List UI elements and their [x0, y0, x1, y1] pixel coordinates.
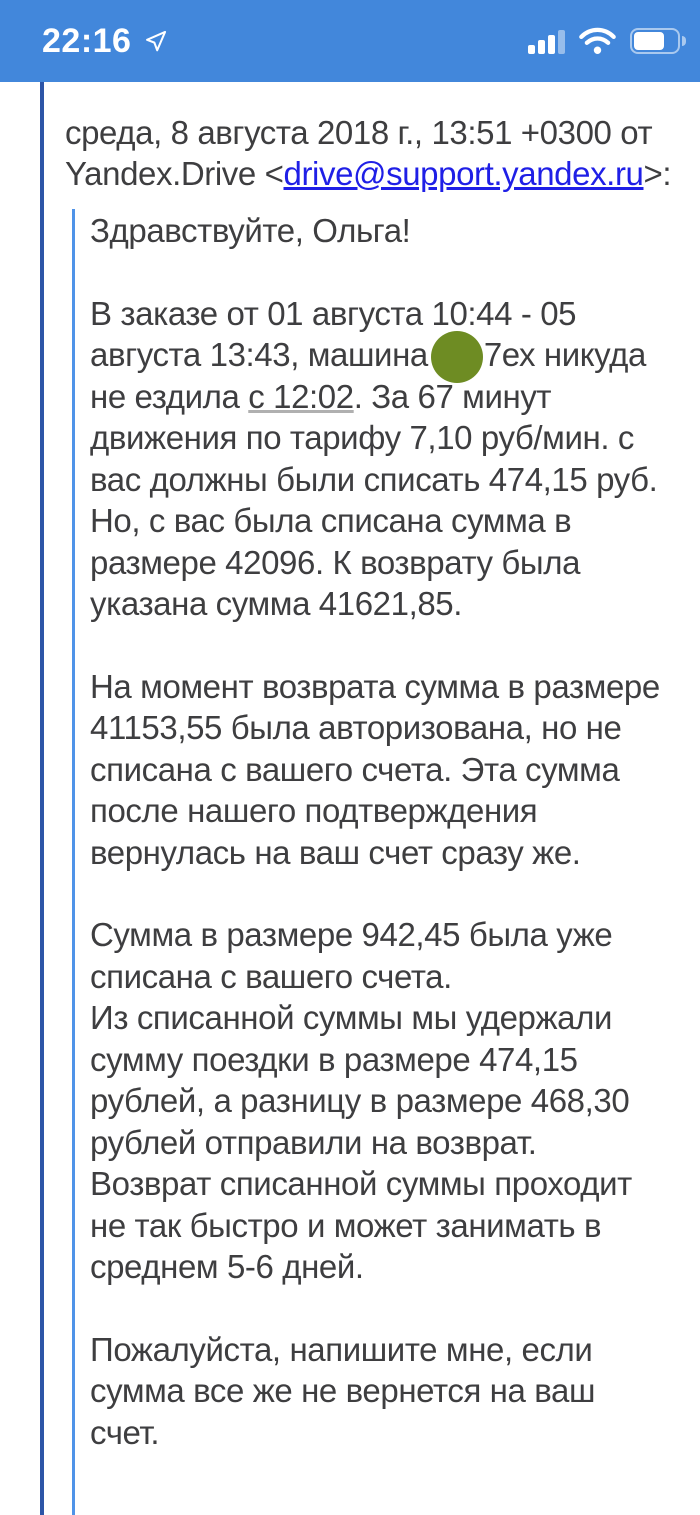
please-write-paragraph: Пожалуйста, напишите мне, если сумма все…	[90, 1330, 596, 1451]
cellular-signal-icon	[528, 29, 565, 54]
order-text-before-blob: В заказе от 01 августа 10:44 - 05 август…	[90, 294, 577, 374]
quote-attribution-prefix: среда, 8 августа 2018 г., 13:51 +0300 от…	[65, 114, 653, 192]
signature-separator: --	[90, 1496, 112, 1515]
outer-quote: среда, 8 августа 2018 г., 13:51 +0300 от…	[40, 82, 700, 1515]
battery-icon	[630, 28, 686, 54]
status-time: 22:16	[42, 21, 132, 60]
email-body: среда, 8 августа 2018 г., 13:51 +0300 от…	[0, 82, 700, 1515]
wifi-icon	[579, 27, 616, 54]
time-detected-link[interactable]: с 12:02	[248, 377, 354, 415]
charged-sum-line2: Из списанной суммы мы удержали сумму пое…	[90, 999, 632, 1285]
status-bar: 22:16	[0, 0, 700, 82]
charged-sum-paragraph: Сумма в размере 942,45 была уже списана …	[90, 914, 664, 1288]
battery-level	[634, 32, 665, 50]
censored-plate-blob	[430, 331, 483, 384]
order-text-rest: . За 67 минут движения по тарифу 7,10 ру…	[90, 377, 658, 623]
location-arrow-icon	[146, 30, 167, 51]
status-bar-left: 22:16	[42, 22, 169, 61]
quote-attribution-suffix: >:	[643, 155, 672, 192]
order-text-after-blob: 7ех никуда не ездила	[90, 336, 646, 415]
greeting-text: Здравствуйте, Ольга!	[90, 212, 411, 249]
inner-quote: Здравствуйте, Ольга! В заказе от 01 авгу…	[72, 209, 692, 1515]
quote-attribution: среда, 8 августа 2018 г., 13:51 +0300 от…	[65, 112, 692, 194]
signature-block: --Просим Вас высказать свое мнение о	[90, 1494, 664, 1515]
email-address-link[interactable]: drive@support.yandex.ru	[283, 155, 644, 192]
order-paragraph: В заказе от 01 августа 10:44 - 05 август…	[90, 293, 664, 625]
authorized-sum-paragraph: На момент возврата сумма в размере 41153…	[90, 667, 660, 871]
status-bar-right	[528, 27, 686, 55]
charged-sum-line1: Сумма в размере 942,45 была уже списана …	[90, 916, 613, 995]
battery-nub	[682, 36, 686, 46]
